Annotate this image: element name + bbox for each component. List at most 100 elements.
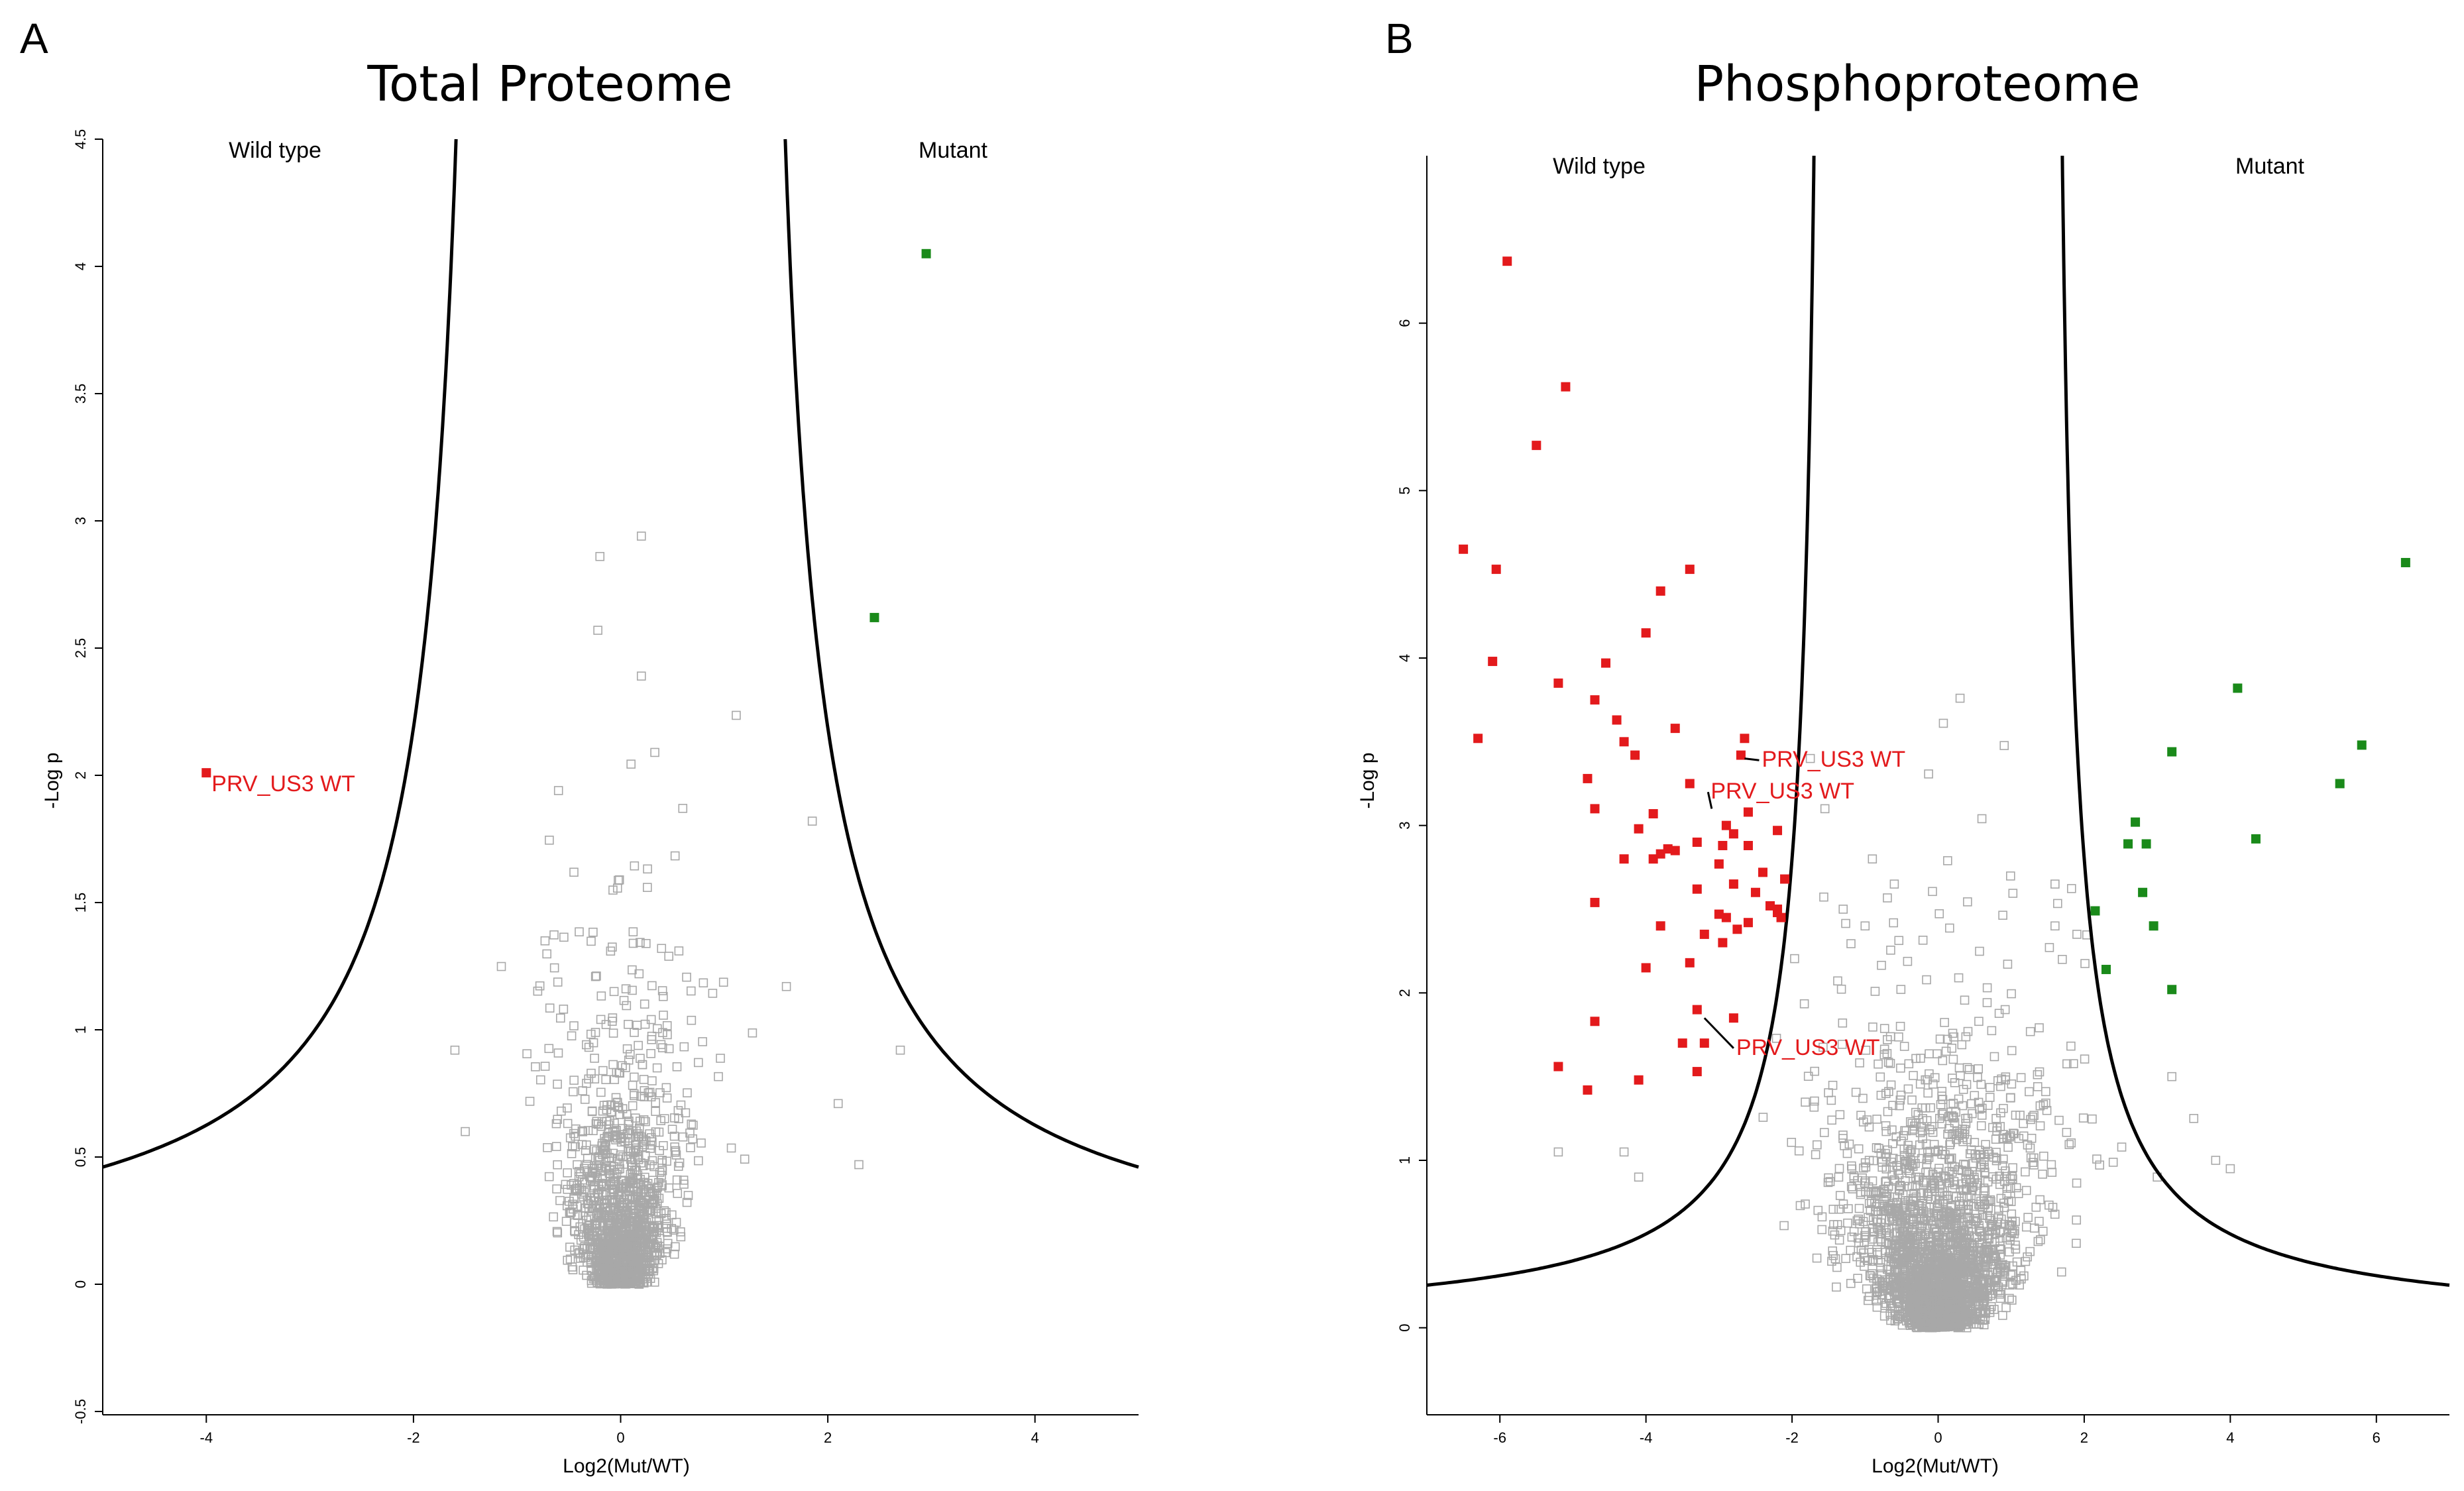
panel-b-nonsignificant-point — [2016, 1266, 2026, 1275]
panel-b-nonsignificant-point — [1889, 879, 1899, 889]
panel-b-letter: B — [1385, 15, 1414, 62]
panel-a-nonsignificant-point — [549, 930, 559, 940]
panel-a-nonsignificant-point — [585, 1232, 594, 1241]
panel-a-nonsignificant-point — [598, 1066, 608, 1076]
panel-b-nonsignificant-point — [1973, 1282, 1983, 1291]
panel-b-nonsignificant-point — [1974, 1064, 1984, 1074]
panel-a-nonsignificant-point — [672, 1062, 682, 1072]
panel-b-nonsignificant-point — [1961, 1119, 1971, 1129]
panel-a-nonsignificant-point — [639, 1075, 649, 1084]
panel-a-nonsignificant-point — [650, 1227, 659, 1237]
panel-a-nonsignificant-point — [559, 932, 569, 942]
panel-a-nonsignificant-point — [544, 1044, 554, 1054]
panel-b-nonsignificant-point — [2011, 1111, 2021, 1120]
panel-b-nonsignificant-point — [1974, 1017, 1984, 1026]
panel-b-nonsignificant-point — [1907, 1119, 1917, 1129]
panel-a-nonsignificant-point — [716, 1054, 725, 1063]
panel-a-nonsignificant-point — [620, 1235, 629, 1244]
panel-b-nonsignificant-point — [1830, 1254, 1840, 1264]
panel-a-nonsignificant-point — [533, 986, 543, 996]
panel-a-nonsignificant-point — [611, 1274, 621, 1283]
panel-a-y-tick-label: 2 — [72, 771, 89, 779]
panel-b-nonsignificant-point — [1873, 1287, 1883, 1297]
panel-b-x-tick-label: 0 — [1934, 1429, 1942, 1446]
panel-b-nonsignificant-point — [1996, 1288, 2006, 1298]
panel-a-nonsignificant-point — [670, 1147, 680, 1157]
panel-a-x-tick-label: -4 — [200, 1429, 213, 1446]
panel-b-significant-down-point — [1532, 441, 1541, 451]
panel-a-nonsignificant-point — [585, 1229, 594, 1239]
panel-b-significant-down-point — [1728, 879, 1738, 889]
panel-a-nonsignificant-point — [667, 1125, 677, 1134]
panel-a-nonsignificant-point — [634, 1132, 644, 1141]
panel-b-nonsignificant-point — [2003, 960, 2013, 969]
panel-b-nonsignificant-point — [1916, 1054, 1925, 1063]
panel-b-nonsignificant-point — [1996, 1227, 2005, 1236]
panel-a-y-tick-label: 1 — [72, 1026, 89, 1034]
panel-b-nonsignificant-point — [1854, 1144, 1864, 1154]
panel-a-nonsignificant-point — [679, 1042, 689, 1052]
panel-a-nonsignificant-point — [573, 1210, 582, 1220]
panel-b-nonsignificant-point — [1932, 1203, 1942, 1213]
panel-b-nonsignificant-point — [1801, 1097, 1810, 1107]
panel-a-nonsignificant-point — [678, 804, 688, 813]
panel-b-nonsignificant-point — [1982, 1262, 1992, 1272]
panel-a-nonsignificant-point — [638, 1161, 648, 1170]
panel-b-nonsignificant-point — [1948, 1054, 1958, 1064]
panel-b-significant-down-point — [1655, 921, 1665, 931]
panel-a-nonsignificant-point — [649, 1162, 659, 1172]
panel-b-nonsignificant-point — [2038, 1227, 2048, 1236]
panel-b-nonsignificant-point — [1860, 1238, 1869, 1248]
panel-a-nonsignificant-point — [651, 1107, 660, 1116]
panel-b-nonsignificant-point — [1844, 1204, 1853, 1213]
panel-a-nonsignificant-point — [595, 551, 605, 561]
panel-b-nonsignificant-point — [2006, 871, 2015, 881]
panel-b-nonsignificant-point — [1834, 1172, 1844, 1182]
panel-b-nonsignificant-point — [1922, 1211, 1931, 1221]
panel-b-nonsignificant-point — [1890, 1254, 1899, 1263]
panel-b-nonsignificant-point — [1976, 1196, 1986, 1206]
panel-b-significant-up-point — [2123, 839, 2133, 849]
panel-b-significant-down-point — [1655, 849, 1665, 859]
panel-b-nonsignificant-point — [1881, 1127, 1891, 1136]
panel-b-nonsignificant-point — [1921, 1318, 1931, 1328]
panel-a-y-tick-label: 0 — [72, 1280, 89, 1288]
panel-b-nonsignificant-point — [1924, 1235, 1933, 1244]
panel-a-nonsignificant-point — [582, 1040, 591, 1050]
panel-a-nonsignificant-point — [647, 1133, 656, 1142]
panel-b-nonsignificant-point — [2019, 1271, 2029, 1281]
panel-a-nonsignificant-point — [626, 1216, 636, 1226]
panel-b-significant-down-point — [1590, 1017, 1600, 1026]
panel-a-x-axis-label: Log2(Mut/WT) — [563, 1455, 690, 1477]
panel-b-nonsignificant-point — [2041, 1098, 2050, 1108]
panel-a-nonsignificant-point — [586, 1244, 595, 1254]
panel-a-nonsignificant-point — [640, 1209, 649, 1219]
panel-b-nonsignificant-point — [2035, 1195, 2044, 1205]
panel-b-nonsignificant-point — [1856, 1189, 1866, 1199]
panel-b-nonsignificant-point — [1945, 1233, 1955, 1242]
panel-b-nonsignificant-point — [1862, 1284, 1872, 1294]
panel-b-nonsignificant-point — [1906, 1156, 1915, 1165]
panel-b-nonsignificant-point — [1813, 1205, 1823, 1215]
panel-b-nonsignificant-point — [1975, 1104, 1984, 1114]
panel-a-nonsignificant-point — [686, 986, 696, 996]
panel-b-nonsignificant-point — [1917, 1294, 1926, 1304]
panel-b-nonsignificant-point — [2009, 1129, 2019, 1138]
panel-b-nonsignificant-point — [1901, 1126, 1911, 1136]
panel-b-nonsignificant-point — [1935, 1243, 1944, 1252]
panel-b-nonsignificant-point — [1876, 1258, 1885, 1267]
panel-b-nonsignificant-point — [1883, 1035, 1892, 1044]
panel-b-nonsignificant-point — [1836, 984, 1846, 994]
panel-b-nonsignificant-point — [1940, 1317, 1949, 1327]
panel-a-nonsignificant-point — [615, 1068, 625, 1078]
panel-b-mutant-label: Mutant — [2235, 154, 2304, 179]
panel-b-significant-down-point — [1685, 565, 1695, 575]
panel-a-nonsignificant-point — [657, 986, 667, 995]
panel-a-nonsignificant-point — [622, 1129, 632, 1138]
panel-a-nonsignificant-point — [583, 1166, 592, 1176]
panel-a-nonsignificant-point — [664, 1183, 674, 1193]
panel-b-nonsignificant-point — [1970, 1274, 1980, 1284]
panel-a-nonsignificant-point — [714, 1072, 723, 1081]
panel-b-significant-up-point — [2357, 740, 2367, 750]
panel-a-nonsignificant-point — [630, 861, 640, 871]
